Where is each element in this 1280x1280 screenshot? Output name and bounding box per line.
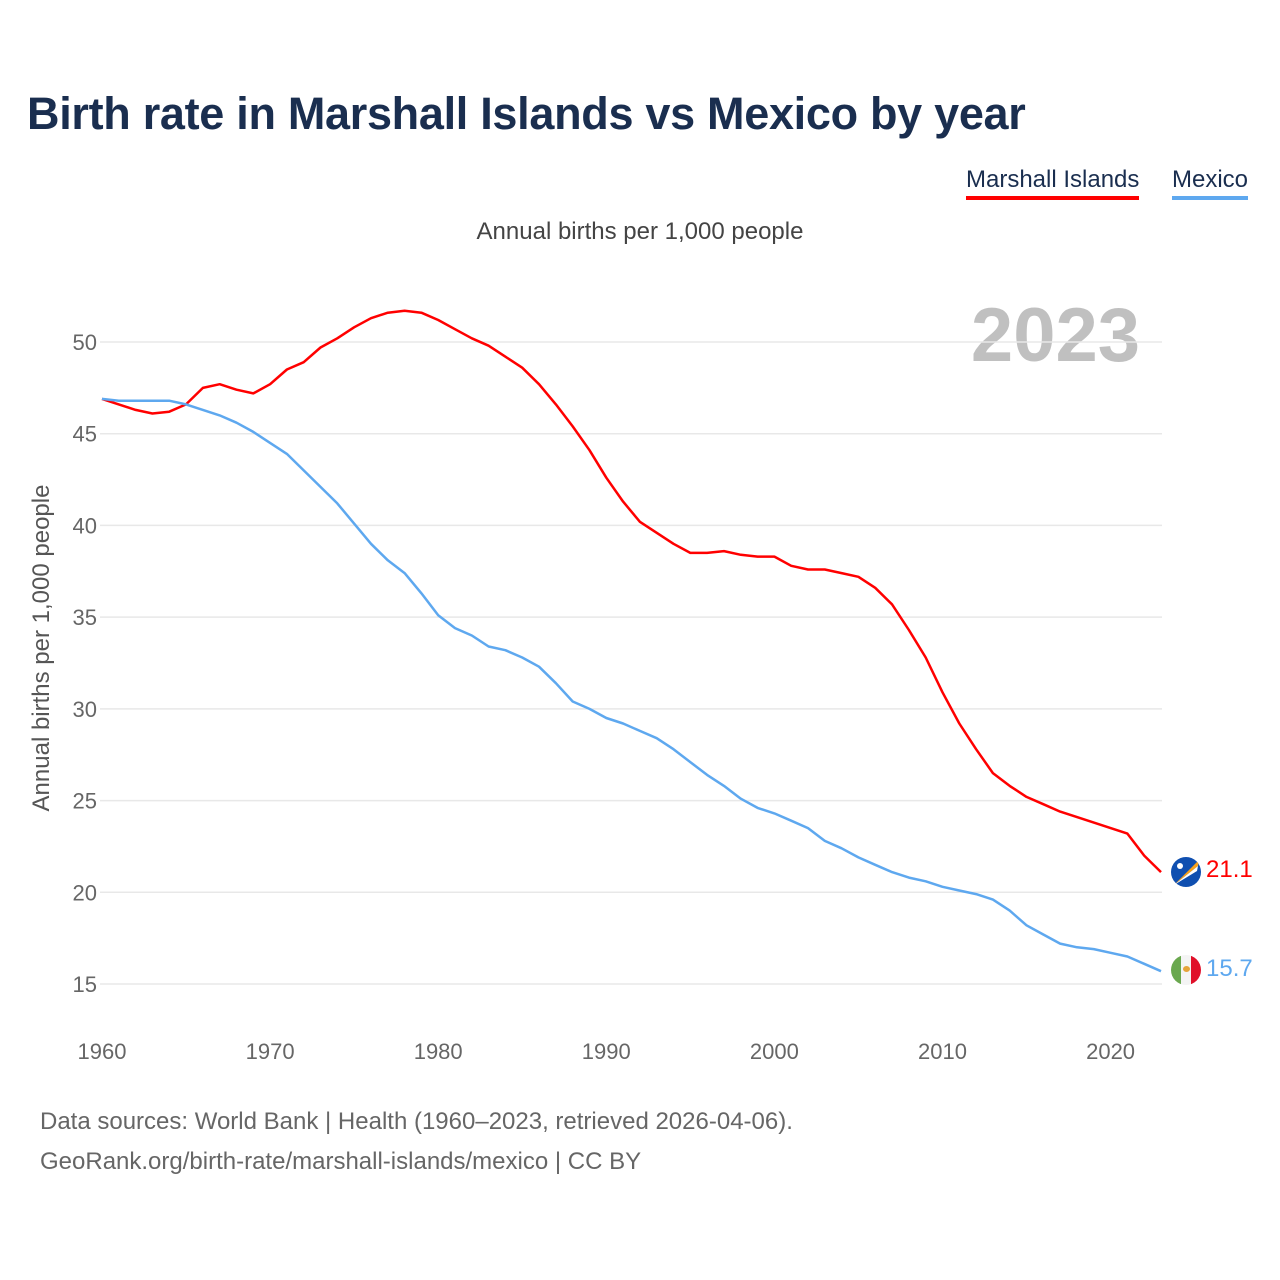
x-tick-label: 2020	[1086, 1039, 1135, 1064]
y-tick-label: 25	[73, 789, 97, 814]
marshall-islands-flag-icon	[1171, 857, 1201, 887]
x-tick-label: 2000	[750, 1039, 799, 1064]
x-tick-label: 1990	[582, 1039, 631, 1064]
y-tick-label: 30	[73, 697, 97, 722]
chart-title: Birth rate in Marshall Islands vs Mexico…	[27, 88, 1026, 139]
y-tick-label: 15	[73, 972, 97, 997]
mexico-flag-icon	[1171, 955, 1201, 985]
y-tick-label: 50	[73, 330, 97, 355]
end-label-marshall-islands: 21.1	[1206, 856, 1253, 883]
footer-attribution[interactable]: GeoRank.org/birth-rate/marshall-islands/…	[40, 1148, 642, 1175]
x-tick-label: 1970	[246, 1039, 295, 1064]
x-tick-label: 1980	[414, 1039, 463, 1064]
chart-subtitle: Annual births per 1,000 people	[476, 218, 804, 245]
footer-sources: Data sources: World Bank | Health (1960–…	[40, 1108, 793, 1135]
y-tick-label: 45	[73, 422, 97, 447]
legend-mexico[interactable]: Mexico	[1172, 166, 1249, 200]
x-tick-label: 2010	[918, 1039, 967, 1064]
x-tick-label: 1960	[78, 1039, 127, 1064]
y-tick-label: 20	[73, 880, 97, 905]
legend-marshall-islands[interactable]: Marshall Islands	[966, 166, 1140, 200]
y-tick-label: 35	[73, 605, 97, 630]
y-tick-label: 40	[73, 513, 97, 538]
year-display: 2023	[970, 293, 1140, 378]
series-line-marshall-islands	[101, 309, 1162, 873]
series-line-mexico	[101, 397, 1162, 973]
end-label-mexico: 15.7	[1206, 955, 1253, 982]
